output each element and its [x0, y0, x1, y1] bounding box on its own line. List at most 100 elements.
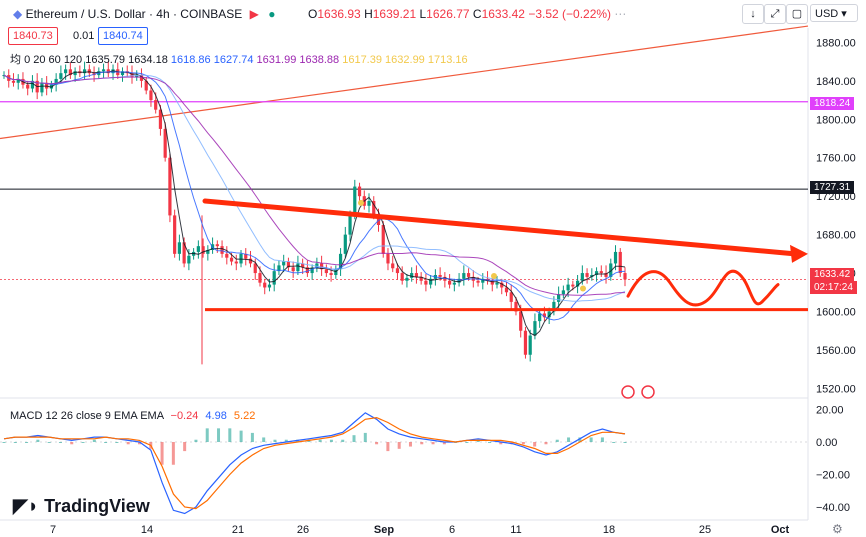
- candle-body: [538, 313, 542, 322]
- candle-body: [424, 280, 428, 285]
- projection-wave[interactable]: [626, 269, 780, 307]
- candle-body: [229, 257, 234, 262]
- candle-body: [504, 287, 509, 293]
- macd-tick-label: 20.00: [816, 405, 844, 417]
- candle-body: [272, 271, 276, 285]
- ma-value: 1627.74: [210, 54, 254, 66]
- candle-body: [154, 100, 158, 110]
- x-tick-label: 7: [50, 524, 56, 536]
- signal-dot-icon: [580, 285, 586, 292]
- candle-body: [585, 273, 589, 277]
- arrow-down-icon[interactable]: ↓: [742, 4, 764, 24]
- candle-body: [40, 82, 44, 93]
- macd-histogram-bar: [363, 432, 367, 442]
- macd-histogram-bar: [465, 442, 469, 443]
- macd-histogram-bar: [329, 439, 333, 442]
- ma-slow-line: [3, 74, 625, 296]
- currency-label: USD: [815, 8, 839, 20]
- price-line-tag-2[interactable]: 1727.31: [810, 181, 855, 194]
- event-marker-icon[interactable]: [641, 385, 655, 399]
- candle-body: [310, 268, 314, 274]
- close-label: C: [472, 7, 482, 21]
- macd-histogram-bar: [2, 442, 6, 443]
- ma-light-line: [3, 74, 626, 302]
- candle-body: [571, 284, 575, 287]
- open-label: O: [308, 7, 318, 21]
- ma-settings: 0 20 60 120: [24, 54, 83, 66]
- candle-body: [244, 253, 248, 259]
- candle-body: [234, 261, 238, 264]
- ethereum-icon: ◆: [13, 7, 23, 21]
- candle-body: [490, 280, 494, 285]
- candle-body: [372, 200, 376, 216]
- y-tick-label: 1760.00: [816, 153, 856, 165]
- x-tick-label: 6: [449, 524, 455, 536]
- candle-body: [400, 273, 404, 281]
- screenshot-icon[interactable]: ▢: [786, 4, 808, 24]
- candle-body: [158, 109, 163, 129]
- macd-histogram-bar: [420, 442, 424, 445]
- macd-histogram-bar: [217, 428, 221, 442]
- candle-body: [395, 268, 400, 274]
- macd-histogram-bar: [488, 442, 492, 443]
- candle-body: [500, 282, 504, 288]
- candle-body: [348, 215, 352, 235]
- symbol-title[interactable]: ◆ Ethereum / U.S. Dollar · 4h · COINBASE…: [13, 7, 275, 21]
- macd-histogram-bar: [115, 442, 119, 443]
- candle-body: [59, 73, 63, 79]
- fullscreen-icon[interactable]: ⤢: [764, 4, 786, 24]
- macd-histogram-bar: [228, 428, 232, 442]
- gear-icon[interactable]: ⚙: [832, 522, 843, 536]
- candle-body: [419, 276, 423, 281]
- high-value: 1639.21: [372, 7, 417, 21]
- y-tick-label: 1720.00: [816, 191, 856, 203]
- macd-histogram-bar: [623, 442, 627, 443]
- price-line-tag-1[interactable]: 1818.24: [810, 97, 855, 110]
- candle-body: [604, 273, 608, 277]
- signal-dot-icon: [358, 199, 364, 206]
- more-icon[interactable]: ⋯: [614, 7, 627, 21]
- flag-icon[interactable]: ▶: [249, 7, 259, 21]
- macd-histogram-bar: [239, 430, 243, 442]
- candle-body: [305, 267, 309, 274]
- descending-trendline[interactable]: [202, 198, 798, 257]
- macd-histogram-bar: [612, 442, 616, 443]
- event-marker-icon[interactable]: [621, 385, 635, 399]
- arrowhead-icon: [790, 244, 808, 263]
- candle-body: [599, 271, 603, 274]
- candle-body: [466, 273, 471, 277]
- x-tick-label: 25: [699, 524, 711, 536]
- candle-body: [258, 273, 262, 283]
- moving-average-legend[interactable]: 均 0 20 60 120 1635.79 1634.18 1618.86 16…: [10, 51, 468, 67]
- candle-body: [163, 128, 167, 158]
- macd-histogram-bar: [533, 442, 537, 447]
- tradingview-logo: ◤◗ TradingView: [13, 495, 150, 518]
- candle-body: [248, 258, 253, 264]
- y-tick-label: 1520.00: [816, 383, 856, 395]
- macd-histogram-bar: [341, 439, 345, 442]
- ask-box[interactable]: 1840.74: [98, 27, 148, 45]
- candle-body: [533, 321, 537, 336]
- candle-body: [609, 263, 613, 277]
- bid-box[interactable]: 1840.73: [8, 27, 58, 45]
- x-tick-label: Oct: [771, 524, 790, 536]
- ma-mid-line: [3, 71, 626, 321]
- macd-legend[interactable]: MACD 12 26 close 9 EMA EMA −0.24 4.98 5.…: [10, 410, 255, 422]
- candle-body: [386, 253, 390, 264]
- close-value: 1633.42: [481, 7, 525, 21]
- candle-body: [301, 263, 305, 268]
- macd-histogram-bar: [567, 437, 571, 442]
- rising-trendline[interactable]: [0, 25, 809, 140]
- ma-value: 1638.88: [296, 54, 340, 66]
- candle-body: [452, 282, 456, 285]
- candle-body: [566, 284, 570, 291]
- macd-hist-value: −0.24: [170, 410, 199, 422]
- x-tick-label: 14: [141, 524, 153, 536]
- candle-body: [594, 271, 599, 275]
- candle-body: [448, 280, 452, 285]
- status-dot-icon: ●: [268, 7, 276, 21]
- macd-tick-label: −40.00: [816, 502, 850, 514]
- candle-body: [16, 78, 20, 83]
- currency-select[interactable]: USD ▾: [810, 4, 858, 22]
